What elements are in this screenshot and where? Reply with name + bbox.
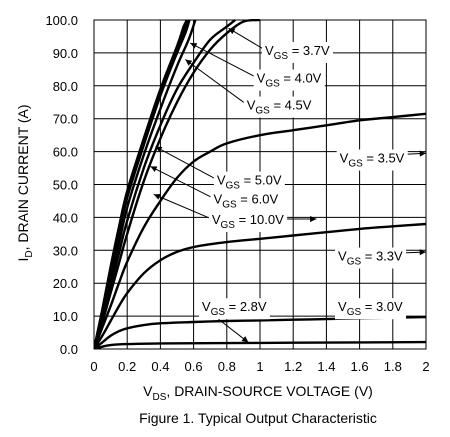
curve-vgs-2-8v (94, 340, 426, 349)
y-axis-title: ID, DRAIN CURRENT (A) (15, 104, 35, 261)
curve-vgs-3-3v (94, 222, 426, 349)
annotation-arrowhead (419, 150, 426, 157)
annotation-label-bg (210, 190, 282, 212)
annotation-label-bg (198, 298, 270, 320)
annotation-leader-vgs-10-0v (153, 193, 213, 220)
annotation-vgs-3-0v: VGS = 3.0V (338, 299, 403, 318)
y-tick-label: 70.0 (53, 112, 78, 127)
x-tick-label: 0.4 (151, 359, 169, 374)
curve-vgs-4-0v (94, 19, 236, 349)
annotation-vgs-5-0v: VGS = 5.0V (217, 173, 282, 192)
tick-labels: 0 0.2 0.4 0.6 0.8 1 1.2 1.4 1.6 1.8 20.010.020.030… (45, 13, 429, 374)
annotation-label-bg (261, 41, 333, 63)
curve-annotations: VGS = 3.7V VGS = 4.0V VGS = 4.5V VGS = 3.5V… (150, 27, 427, 343)
y-tick-label: 50.0 (53, 178, 78, 193)
annotation-leader-vgs-6-0v (150, 165, 214, 199)
annotation-arrowhead (241, 336, 249, 343)
annotation-arrowhead (185, 59, 193, 66)
curve-vgs-3-5v (94, 112, 426, 349)
annotation-label-bg (336, 149, 408, 171)
annotation-arrowhead (228, 28, 236, 35)
y-tick-label: 30.0 (53, 243, 78, 258)
annotation-vgs-3-3v: VGS = 3.3V (338, 249, 403, 268)
x-tick-label: 0.6 (185, 359, 203, 374)
annotation-leader-vgs-4-5v (185, 59, 248, 105)
annotation-vgs-2-8v: VGS = 2.8V (202, 299, 267, 318)
annotation-leader-vgs-4-0v (190, 42, 257, 79)
annotation-vgs-4-5v: VGS = 4.5V (247, 98, 312, 117)
annotation-arrowhead (190, 43, 198, 49)
x-tick-label: 1.2 (284, 359, 302, 374)
y-tick-label: 60.0 (53, 145, 78, 160)
figure-caption: Figure 1. Typical Output Characteristic (139, 410, 377, 426)
annotation-label-bg (335, 298, 407, 320)
annotation-vgs-10-0v: VGS = 10.0V (212, 212, 284, 231)
annotation-leader-vgs-3-7v (228, 27, 266, 51)
plot-frame (93, 19, 427, 350)
x-axis-title: VDS, DRAIN-SOURCE VOLTAGE (V) (143, 383, 373, 403)
annotation-vgs-3-5v: VGS = 3.5V (340, 151, 405, 170)
x-tick-label: 0.8 (218, 359, 236, 374)
curve-vgs-3-7v (94, 19, 261, 349)
annotation-leader-vgs-5-0v (155, 146, 218, 181)
annotation-label-bg (335, 247, 407, 269)
x-tick-label: 1.8 (384, 359, 402, 374)
annotation-arrowhead (310, 216, 317, 223)
x-tick-label: 1 (256, 359, 263, 374)
x-tick-label: 2 (422, 359, 429, 374)
y-tick-label: 80.0 (53, 79, 78, 94)
y-tick-label: 10.0 (53, 309, 78, 324)
annotation-arrowhead (419, 249, 426, 256)
annotation-label-bg (243, 96, 315, 118)
x-tick-label: 0 (90, 359, 97, 374)
y-tick-label: 40.0 (53, 210, 78, 225)
y-tick-label: 90.0 (53, 46, 78, 61)
annotation-arrowhead (153, 194, 161, 200)
annotation-arrowhead (150, 166, 158, 172)
annotation-label-bg (208, 211, 288, 233)
x-tick-label: 1.4 (317, 359, 335, 374)
annotation-arrowhead (155, 146, 163, 153)
x-tick-label: 0.2 (118, 359, 136, 374)
annotation-vgs-3-7v: VGS = 3.7V (265, 43, 330, 62)
annotation-vgs-6-0v: VGS = 6.0V (214, 191, 279, 210)
annotation-label-bg (253, 69, 325, 91)
y-tick-label: 100.0 (45, 13, 78, 28)
annotation-vgs-4-0v: VGS = 4.0V (257, 71, 322, 90)
y-tick-label: 20.0 (53, 276, 78, 291)
x-tick-label: 1.6 (351, 359, 369, 374)
y-tick-label: 0.0 (60, 342, 78, 357)
annotation-label-bg (213, 171, 285, 193)
